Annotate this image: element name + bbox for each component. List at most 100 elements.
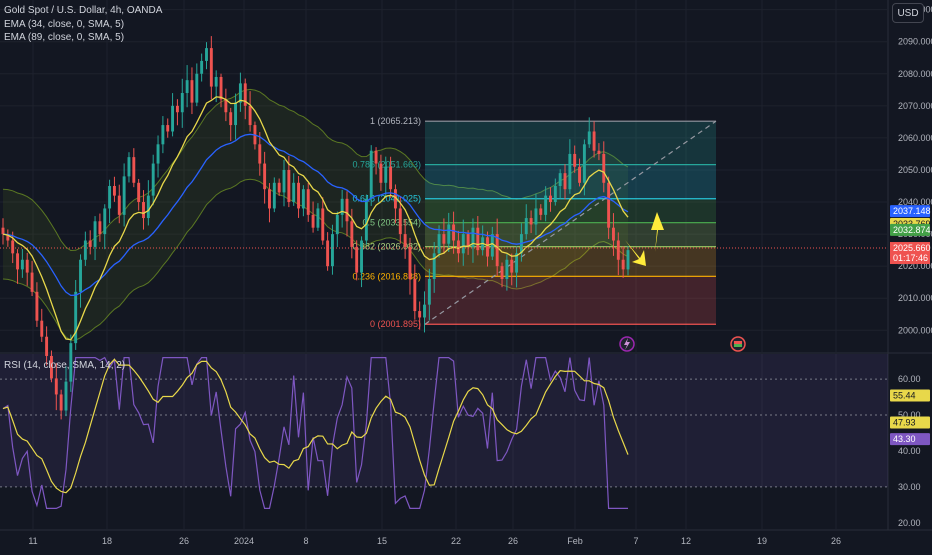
candle-body [612,227,615,241]
rsi-tick-label: 30.00 [898,482,921,492]
candle-body [316,208,320,228]
candle-body [277,182,281,193]
candle-body [471,227,475,247]
rsi-tag-ma: 55.44 [893,391,916,401]
price-tag-ema89-bg [890,205,930,218]
time-tick-label: 26 [508,536,518,546]
candle-body [539,208,543,215]
price-tick-label: 2060.000 [898,133,932,143]
candle-body [190,80,194,103]
candle-body [587,131,591,145]
candle-body [93,221,97,247]
candle-body [54,378,58,395]
lightning-icon[interactable] [619,336,635,352]
candle-body [331,234,334,267]
candle-body [6,234,10,241]
candle-body [146,195,150,219]
ema89-line [2,133,629,297]
candle-body [234,102,238,126]
envelope-band [2,88,629,341]
time-tick-label: 18 [102,536,112,546]
time-tick-label: 8 [303,536,308,546]
candle-body [592,131,596,151]
candle-body [219,76,223,100]
candle-body [398,208,402,235]
candle-body [486,237,489,257]
candle-body [364,198,368,241]
candle-body [456,240,460,254]
rsi-tick-label: 50.00 [898,410,921,420]
candle-body [360,240,363,273]
candle-body [195,73,199,103]
candle-body [282,169,286,193]
time-tick-label: 15 [377,536,387,546]
candle-body [563,173,567,190]
rsi-tick-label: 20.00 [898,518,921,528]
candle-body [529,218,533,225]
candle-body [238,83,242,103]
rsi-tick-label: 40.00 [898,446,921,456]
candle-body [69,343,73,382]
candle-body [83,240,87,260]
candle-body [452,224,456,241]
candle-body [403,234,407,247]
candle-body [127,157,131,177]
rsi-tag-ma-bg [890,389,930,402]
rsi-tag-ma2-bg [890,416,930,429]
fib-level-label: 0.382 (2026.082) [352,242,421,252]
candle-body [171,105,175,132]
candle-body [156,144,160,164]
candle-body [205,48,208,61]
time-tick-label: Feb [567,536,583,546]
rsi-legend: RSI (14, close, SMA, 14, 2) [4,360,125,371]
fib-level-label: 0.786 (2051.663) [352,160,421,170]
candle-body [384,166,388,183]
candle-body [30,272,34,292]
ema89-legend: EMA (89, close, 0, SMA, 5) [4,32,124,43]
candle-body [35,291,39,321]
candle-body [224,99,228,113]
candle-body [578,166,582,183]
time-tick-label: 19 [757,536,767,546]
candle-body [40,320,44,337]
candle-body [263,163,267,190]
candle-body [369,150,373,199]
candle-body [1,227,5,235]
price-tick-label: 2090.000 [898,37,932,47]
candle-body [132,157,136,183]
rsi-band [0,354,888,487]
rsi-pane [2,356,629,509]
candle-body [340,198,344,215]
price-tick-label: 2040.000 [898,197,932,207]
price-tag-band-bg [890,223,930,236]
candle-body [45,336,49,356]
candle-body [292,182,296,203]
candle-body [287,169,291,203]
candle-body [311,214,315,228]
candle-body [103,208,107,235]
candles [1,36,630,420]
candle-body [229,112,233,126]
fib-level-label: 0 (2001.895) [370,319,421,329]
candle-body [582,144,586,183]
candle-body [500,266,504,279]
fib-zone [425,198,716,223]
candle-body [214,76,218,87]
candle-body [616,240,620,260]
time-tick-label: 2024 [234,536,254,546]
flag-icon[interactable] [730,336,746,352]
candle-body [64,381,68,411]
candle-body [495,234,499,267]
candle-body [350,221,354,247]
currency-button[interactable]: USD [892,3,924,23]
ema34-legend: EMA (34, close, 0, SMA, 5) [4,19,124,30]
candle-body [122,176,126,215]
candle-body [476,227,480,251]
time-tick-label: 12 [681,536,691,546]
candle-body [534,208,538,225]
candle-body [88,240,92,247]
candle-body [490,234,494,257]
candle-body [243,83,247,106]
candle-body [505,259,509,279]
